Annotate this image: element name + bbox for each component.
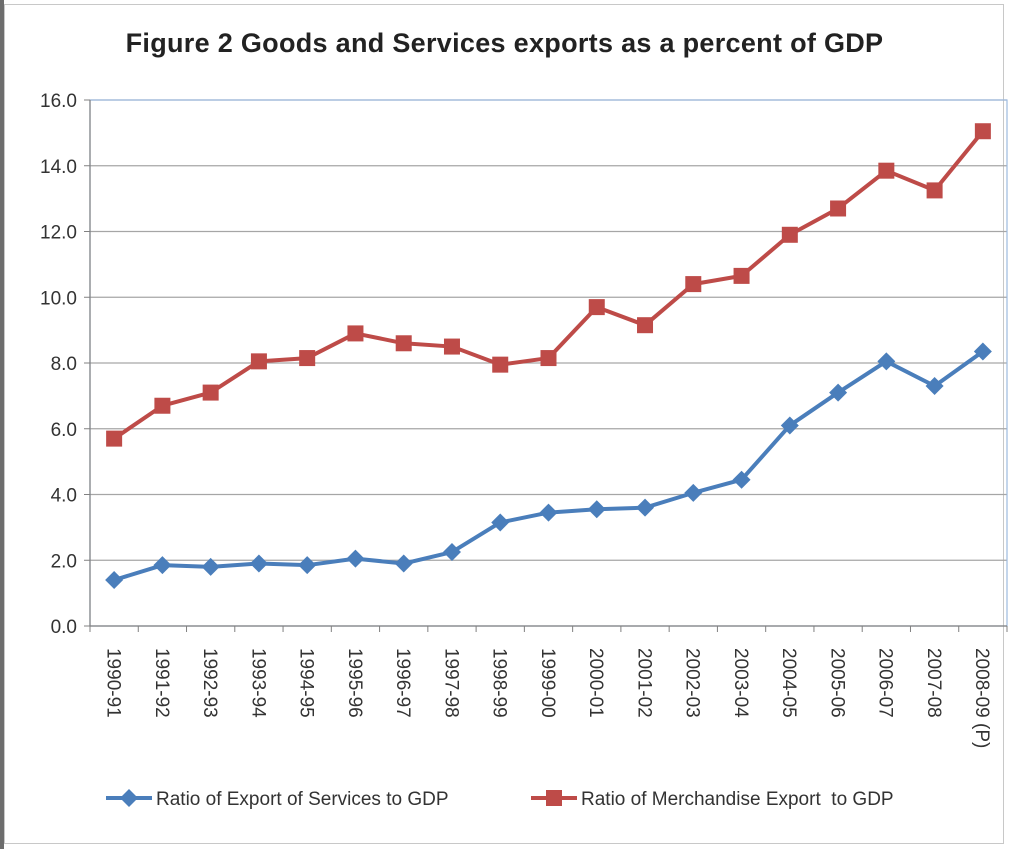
x-tick-label: 2007-08 xyxy=(923,648,944,718)
x-tick-label: 1998-99 xyxy=(489,648,510,718)
x-tick-label: 1991-92 xyxy=(151,648,172,718)
data-point-square xyxy=(106,430,123,447)
y-tick-label: 16.0 xyxy=(40,91,77,112)
data-point-diamond xyxy=(973,342,992,361)
x-tick-label: 1992-93 xyxy=(199,648,220,718)
data-point-square xyxy=(685,276,702,293)
series-line xyxy=(113,129,985,441)
y-tick-label: 14.0 xyxy=(40,157,77,178)
data-point-diamond xyxy=(153,556,172,575)
data-point-square xyxy=(878,162,895,179)
grid-lines xyxy=(90,99,1007,561)
x-tick-label: 1996-97 xyxy=(392,648,413,718)
x-tick-label: 2005-06 xyxy=(826,648,847,718)
x-tick-label: 2004-05 xyxy=(778,648,799,718)
series-line xyxy=(113,349,985,582)
data-point-square xyxy=(395,335,412,352)
y-tick-label: 10.0 xyxy=(40,288,77,309)
y-tick-label: 6.0 xyxy=(51,420,77,441)
data-point-square xyxy=(492,356,509,373)
axes xyxy=(84,99,1008,632)
data-point-diamond xyxy=(105,570,124,589)
data-point-square xyxy=(154,397,171,414)
data-point-diamond xyxy=(684,483,703,502)
left-border xyxy=(0,0,4,849)
data-point-diamond xyxy=(442,543,461,562)
series xyxy=(105,123,992,589)
x-tick-label: 2001-02 xyxy=(633,648,654,718)
data-point-diamond xyxy=(394,554,413,573)
data-point-diamond xyxy=(120,789,138,807)
chart-frame xyxy=(4,4,1004,844)
data-point-square xyxy=(637,317,654,334)
y-tick-label: 2.0 xyxy=(51,551,77,572)
x-tick-label: 1997-98 xyxy=(440,648,461,718)
legend: Ratio of Export of Services to GDP Ratio … xyxy=(106,789,894,810)
data-point-diamond xyxy=(346,549,365,568)
data-point-square xyxy=(443,338,460,355)
legend-label: Ratio of Export of Services to GDP xyxy=(156,789,449,810)
data-point-diamond xyxy=(925,377,944,396)
series-2 xyxy=(106,123,991,447)
data-point-square xyxy=(830,200,847,217)
y-tick-label: 0.0 xyxy=(51,617,77,638)
data-point-square xyxy=(926,182,943,199)
data-point-square xyxy=(347,325,364,342)
x-tick-label: 2000-01 xyxy=(585,648,606,718)
y-tick-label: 8.0 xyxy=(51,354,77,375)
data-point-diamond xyxy=(298,556,317,575)
data-point-diamond xyxy=(249,554,268,573)
data-point-square xyxy=(974,123,991,140)
x-tick-label: 1995-96 xyxy=(344,648,365,718)
data-point-square xyxy=(733,267,750,284)
data-point-diamond xyxy=(539,503,558,522)
chart-title: Figure 2 Goods and Services exports as a… xyxy=(125,28,884,58)
x-tick-label: 2003-04 xyxy=(730,648,751,718)
data-point-diamond xyxy=(877,352,896,371)
data-point-diamond xyxy=(587,500,606,519)
y-tick-label: 12.0 xyxy=(40,223,77,244)
data-point-diamond xyxy=(491,513,510,532)
data-point-diamond xyxy=(636,498,655,517)
data-point-square xyxy=(202,384,219,401)
x-tick-labels: 1990-91 1991-92 1992-93 1993-94 1994-95 1995-… xyxy=(102,648,992,748)
data-point-diamond xyxy=(829,383,848,402)
data-point-square xyxy=(546,790,562,806)
data-point-square xyxy=(299,350,316,367)
x-tick-label: 1994-95 xyxy=(296,648,317,718)
data-point-diamond xyxy=(732,470,751,489)
series-1 xyxy=(105,342,992,589)
x-tick-label: 2002-03 xyxy=(682,648,703,718)
y-tick-label: 4.0 xyxy=(51,486,77,507)
y-tick-labels: 0.0 2.0 4.0 6.0 8.0 10.0 12.0 14.0 16.0 xyxy=(40,91,77,638)
x-tick-label: 1990-91 xyxy=(102,648,123,718)
legend-item-1: Ratio of Export of Services to GDP xyxy=(106,789,449,810)
data-point-square xyxy=(588,299,605,316)
x-tick-label: 2006-07 xyxy=(875,648,896,718)
data-point-diamond xyxy=(780,416,799,435)
data-point-diamond xyxy=(201,557,220,576)
x-tick-label: 2008-09 (P) xyxy=(971,648,992,748)
data-point-square xyxy=(540,350,557,367)
legend-label: Ratio of Merchandise Export to GDP xyxy=(581,789,894,810)
data-point-square xyxy=(781,226,798,243)
data-point-square xyxy=(250,353,267,370)
x-tick-label: 1999-00 xyxy=(537,648,558,718)
x-tick-label: 1993-94 xyxy=(247,648,268,718)
legend-item-2: Ratio of Merchandise Export to GDP xyxy=(531,789,894,810)
